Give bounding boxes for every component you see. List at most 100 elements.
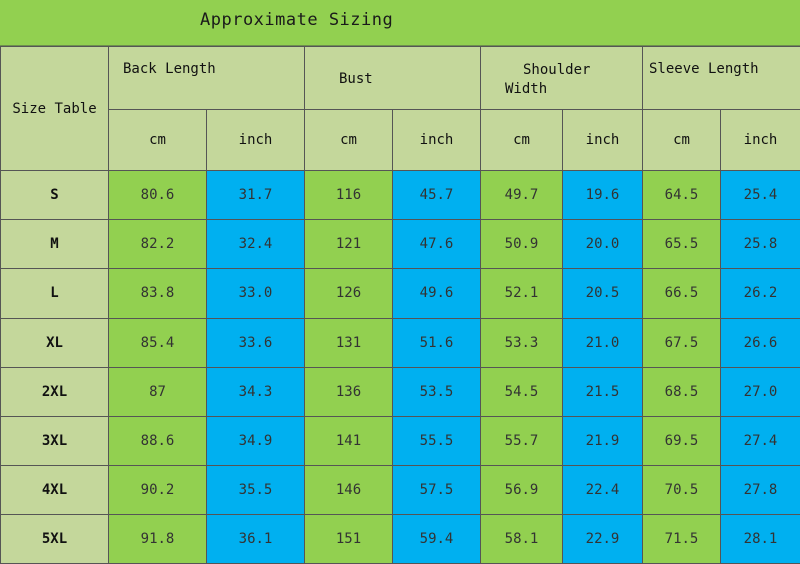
value-inch-cell: 33.6 (206, 317, 305, 368)
table-row: XL 85.4 33.6 131 51.6 53.3 21.0 67.5 26.6 (0, 317, 800, 368)
header-row-groups: Size Table Back Length Bust Shoulder Wid… (0, 45, 800, 172)
value-inch-cell: 21.0 (562, 317, 643, 368)
chart-title: Approximate Sizing (200, 10, 394, 30)
value-cm-cell: 70.5 (642, 464, 721, 515)
table-row: M 82.2 32.4 121 47.6 50.9 20.0 65.5 25.8 (0, 219, 800, 270)
value-cm-cell: 68.5 (642, 366, 721, 417)
value-cm-cell: 131 (304, 317, 393, 368)
unit-inch: inch (719, 109, 800, 172)
value-cm-cell: 80.6 (108, 170, 207, 221)
group-back-length: Back Length (108, 45, 305, 111)
group-bust: Bust (304, 45, 481, 111)
table-row: S 80.6 31.7 116 45.7 49.7 19.6 64.5 25.4 (0, 170, 800, 221)
value-inch-cell: 49.6 (392, 268, 481, 319)
size-label: 2XL (0, 366, 109, 417)
group-shoulder-width: Shoulder Width (480, 45, 643, 111)
value-cm-cell: 49.7 (480, 170, 563, 221)
value-inch-cell: 22.4 (562, 464, 643, 515)
value-inch-cell: 21.9 (562, 415, 643, 466)
value-cm-cell: 82.2 (108, 219, 207, 270)
value-inch-cell: 21.5 (562, 366, 643, 417)
value-inch-cell: 47.6 (392, 219, 481, 270)
size-table-label: Size Table (0, 45, 109, 172)
header-row-units: cm inch cm inch cm inch cm inch (1, 109, 800, 172)
unit-cm: cm (108, 109, 207, 172)
size-label: 4XL (0, 464, 109, 515)
value-cm-cell: 55.7 (480, 415, 563, 466)
size-label: 3XL (0, 415, 109, 466)
group-shoulder-line2: Width (505, 81, 548, 97)
value-cm-cell: 116 (304, 170, 393, 221)
table-row: 3XL 88.6 34.9 141 55.5 55.7 21.9 69.5 27.4 (0, 415, 800, 466)
value-inch-cell: 59.4 (392, 513, 481, 564)
value-cm-cell: 85.4 (108, 317, 207, 368)
value-inch-cell: 26.2 (719, 268, 800, 319)
value-inch-cell: 45.7 (392, 170, 481, 221)
value-inch-cell: 26.6 (719, 317, 800, 368)
value-inch-cell: 55.5 (392, 415, 481, 466)
value-cm-cell: 67.5 (642, 317, 721, 368)
group-sleeve-length: Sleeve Length (641, 45, 800, 111)
value-cm-cell: 65.5 (642, 219, 721, 270)
value-cm-cell: 69.5 (642, 415, 721, 466)
value-inch-cell: 20.5 (562, 268, 643, 319)
size-table: Size Table Back Length Bust Shoulder Wid… (0, 45, 800, 564)
value-cm-cell: 50.9 (480, 219, 563, 270)
value-inch-cell: 27.8 (719, 464, 800, 515)
value-inch-cell: 35.5 (206, 464, 305, 515)
value-cm-cell: 141 (304, 415, 393, 466)
value-inch-cell: 27.0 (719, 366, 800, 417)
value-cm-cell: 52.1 (480, 268, 563, 319)
table-row: 2XL 87 34.3 136 53.5 54.5 21.5 68.5 27.0 (0, 366, 800, 417)
unit-cm: cm (642, 109, 721, 172)
size-label: XL (0, 317, 109, 368)
unit-inch: inch (562, 109, 643, 172)
value-inch-cell: 57.5 (392, 464, 481, 515)
value-cm-cell: 91.8 (108, 513, 207, 564)
value-cm-cell: 121 (304, 219, 393, 270)
value-inch-cell: 22.9 (562, 513, 643, 564)
value-cm-cell: 83.8 (108, 268, 207, 319)
value-inch-cell: 31.7 (206, 170, 305, 221)
value-inch-cell: 36.1 (206, 513, 305, 564)
value-inch-cell: 25.8 (719, 219, 800, 270)
value-cm-cell: 151 (304, 513, 393, 564)
value-cm-cell: 54.5 (480, 366, 563, 417)
size-label: L (0, 268, 109, 319)
value-inch-cell: 27.4 (719, 415, 800, 466)
table-row: 5XL 91.8 36.1 151 59.4 58.1 22.9 71.5 28.1 (0, 513, 800, 564)
value-cm-cell: 64.5 (642, 170, 721, 221)
title-bar: Approximate Sizing (0, 0, 800, 46)
value-cm-cell: 146 (304, 464, 393, 515)
value-inch-cell: 20.0 (562, 219, 643, 270)
value-inch-cell: 25.4 (719, 170, 800, 221)
value-cm-cell: 90.2 (108, 464, 207, 515)
value-inch-cell: 34.3 (206, 366, 305, 417)
unit-inch: inch (206, 109, 305, 172)
value-cm-cell: 126 (304, 268, 393, 319)
unit-inch: inch (392, 109, 481, 172)
value-inch-cell: 28.1 (719, 513, 800, 564)
table-row: L 83.8 33.0 126 49.6 52.1 20.5 66.5 26.2 (0, 268, 800, 319)
size-label: S (0, 170, 109, 221)
value-inch-cell: 32.4 (206, 219, 305, 270)
group-shoulder-line1: Shoulder (523, 62, 591, 78)
value-inch-cell: 51.6 (392, 317, 481, 368)
value-inch-cell: 53.5 (392, 366, 481, 417)
size-label: 5XL (0, 513, 109, 564)
value-cm-cell: 56.9 (480, 464, 563, 515)
value-inch-cell: 34.9 (206, 415, 305, 466)
value-cm-cell: 87 (108, 366, 207, 417)
value-cm-cell: 66.5 (642, 268, 721, 319)
value-cm-cell: 136 (304, 366, 393, 417)
size-label: M (0, 219, 109, 270)
value-cm-cell: 53.3 (480, 317, 563, 368)
value-cm-cell: 58.1 (480, 513, 563, 564)
unit-cm: cm (304, 109, 393, 172)
value-cm-cell: 71.5 (642, 513, 721, 564)
value-cm-cell: 88.6 (108, 415, 207, 466)
value-inch-cell: 33.0 (206, 268, 305, 319)
unit-cm: cm (480, 109, 563, 172)
value-inch-cell: 19.6 (562, 170, 643, 221)
